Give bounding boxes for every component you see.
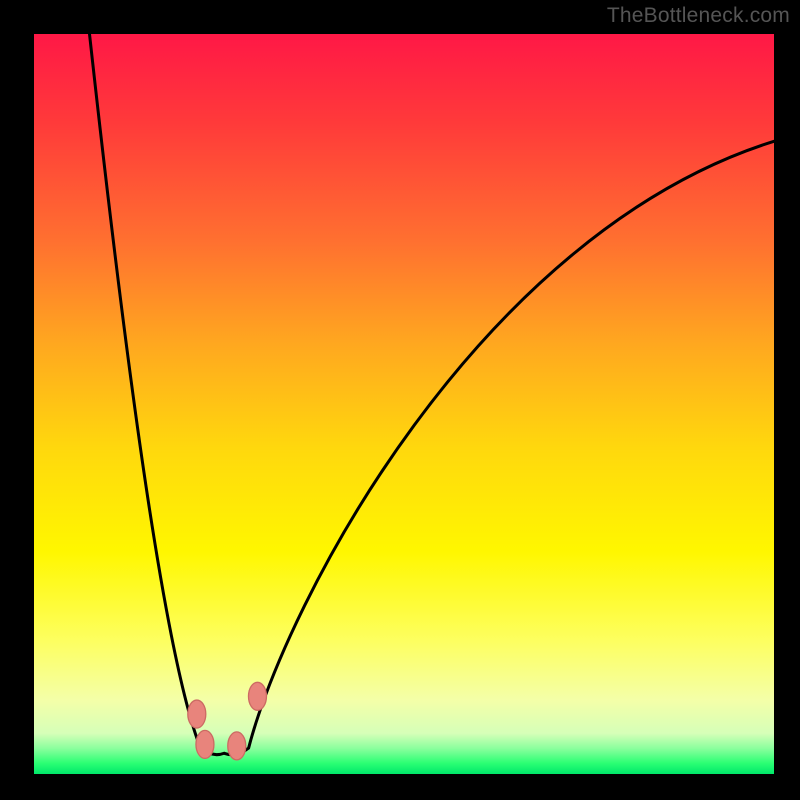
chart-background xyxy=(34,34,774,774)
stage: TheBottleneck.com xyxy=(0,0,800,800)
trough-marker xyxy=(188,700,206,728)
watermark-text: TheBottleneck.com xyxy=(607,4,790,28)
bottleneck-chart xyxy=(34,34,774,774)
trough-marker xyxy=(248,682,266,710)
trough-marker xyxy=(228,732,246,760)
trough-marker xyxy=(196,730,214,758)
